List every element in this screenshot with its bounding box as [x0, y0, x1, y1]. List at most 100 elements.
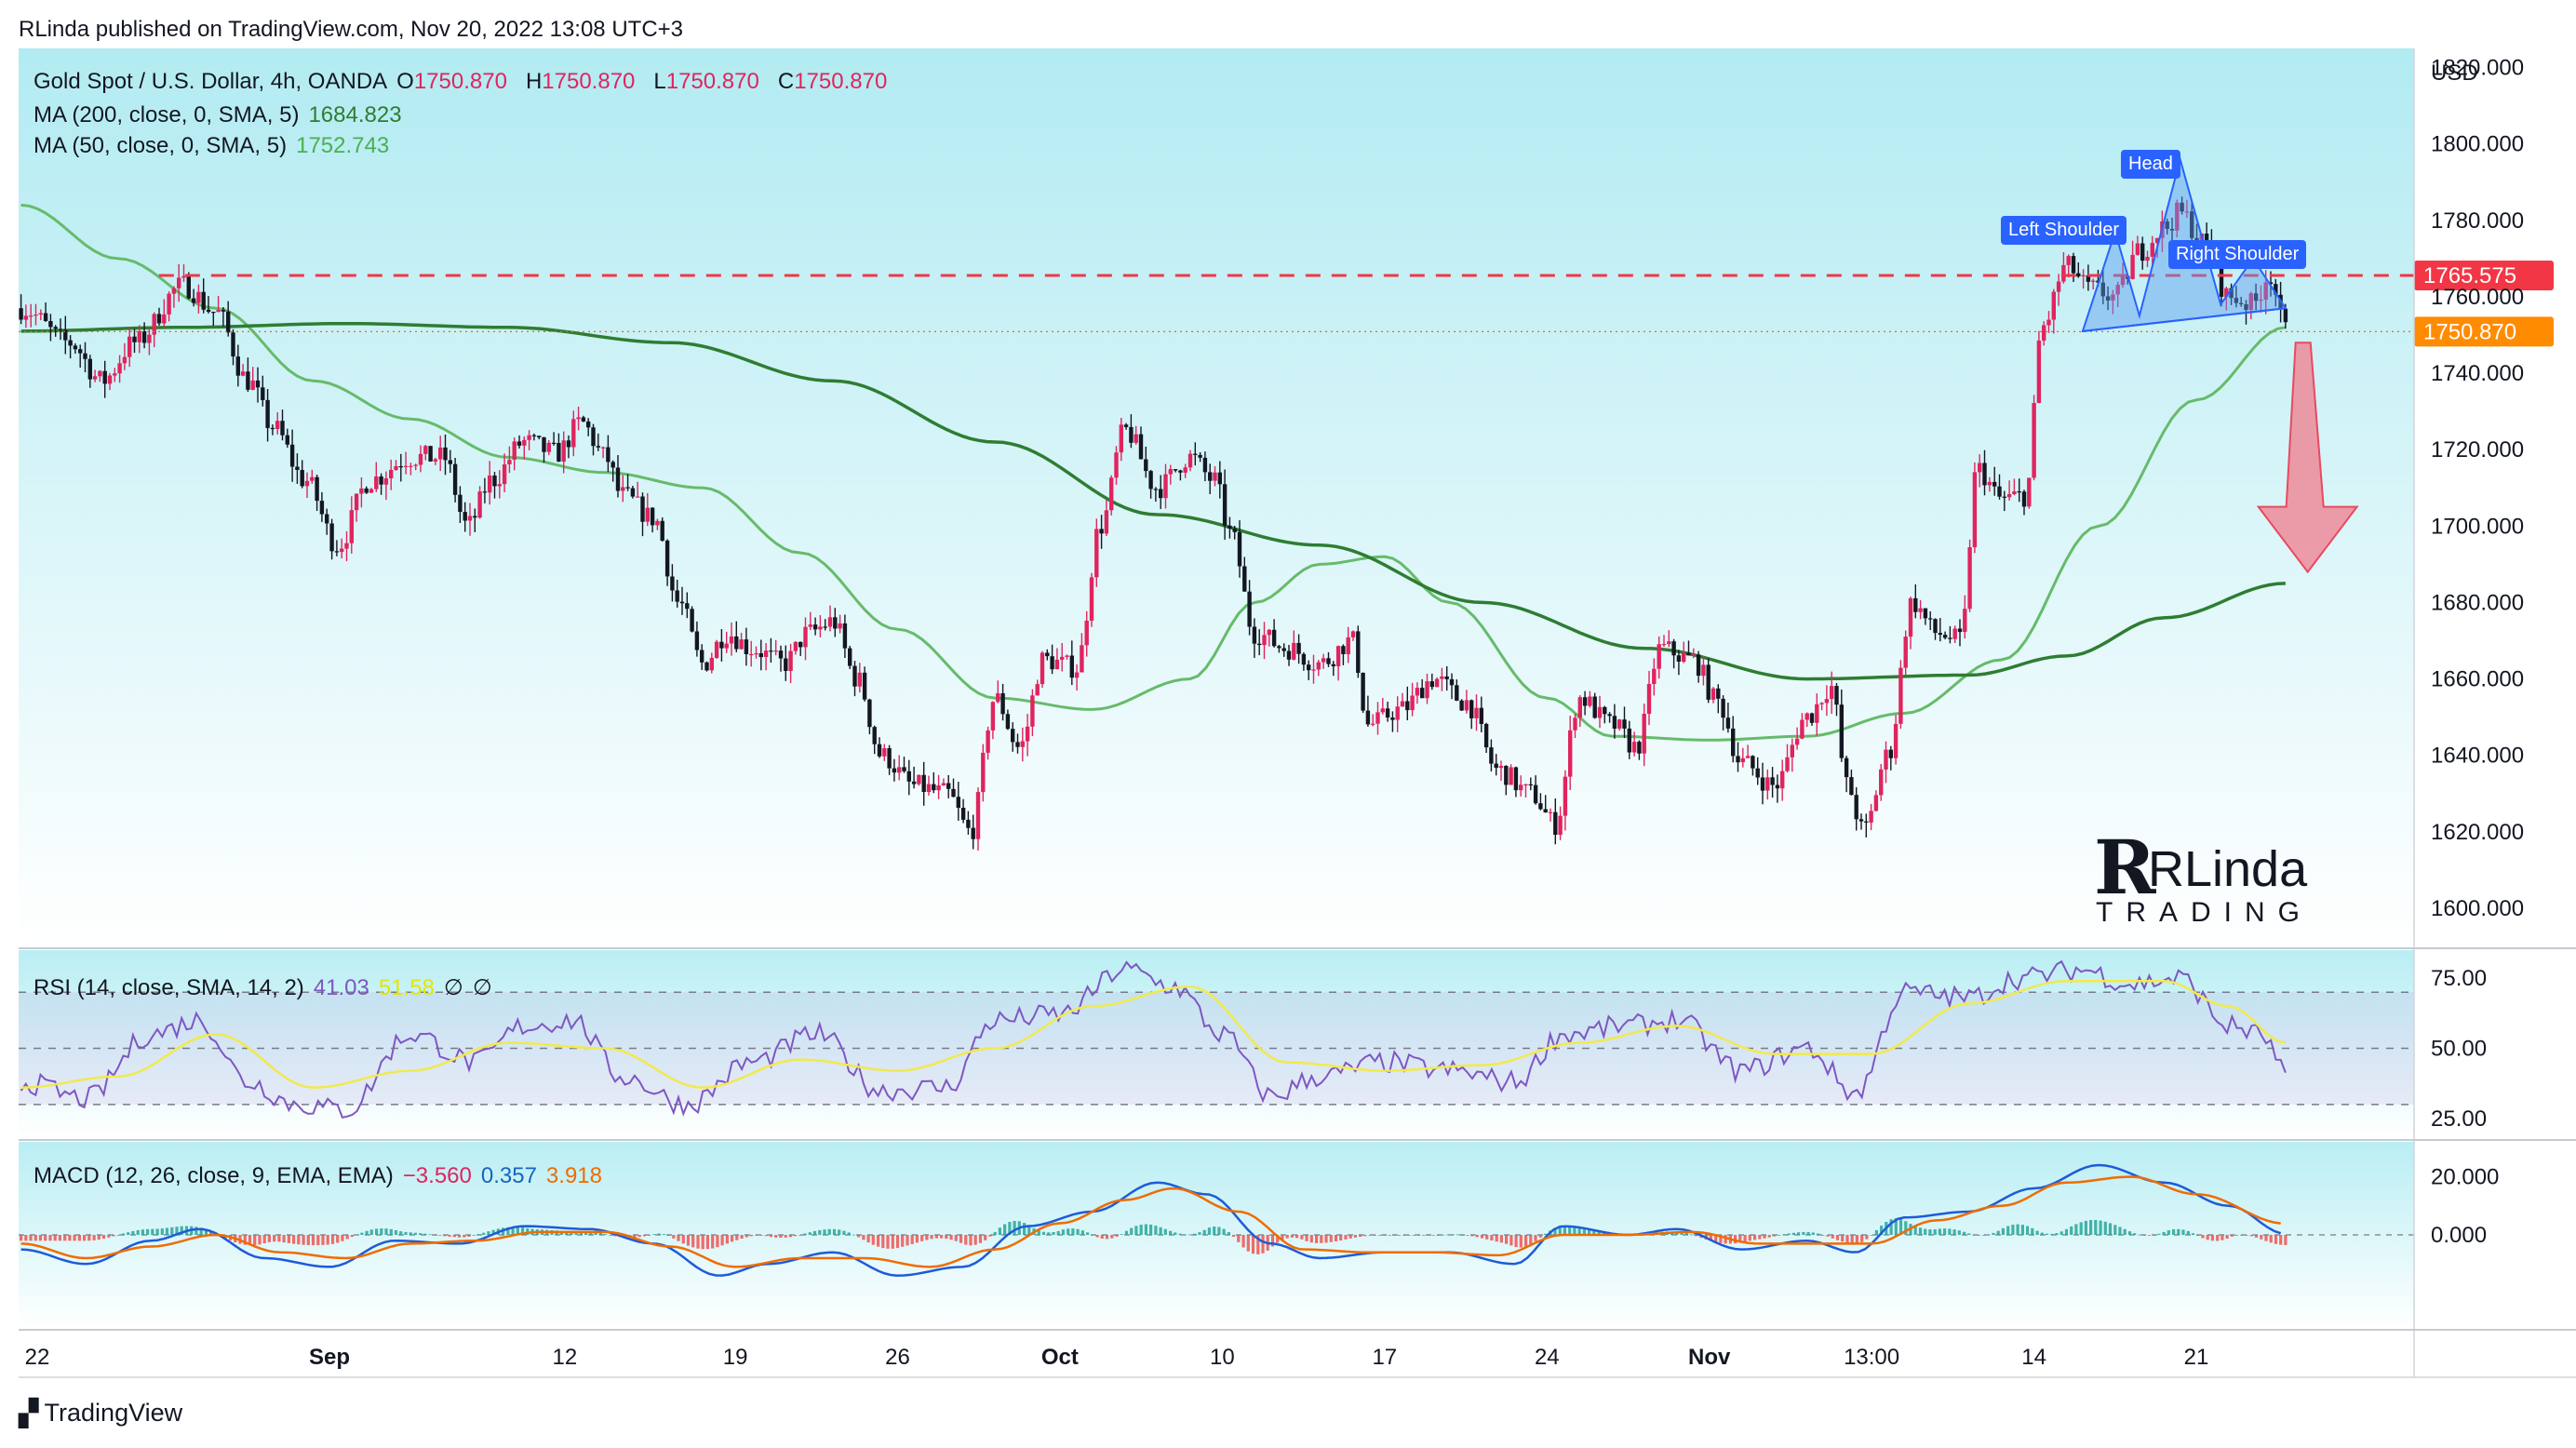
macd-histogram-bar [812, 1230, 817, 1235]
macd-histogram-bar [652, 1234, 656, 1235]
candle-body [1281, 648, 1286, 651]
macd-histogram-bar [1139, 1225, 1143, 1235]
macd-histogram-bar [53, 1235, 57, 1241]
macd-histogram-bar [686, 1235, 691, 1246]
ma50-line [20, 203, 2287, 742]
currency-label: USD [2431, 60, 2478, 86]
candle-body [1854, 795, 1858, 820]
head-label[interactable]: Head [2121, 150, 2180, 179]
candle-body [1711, 688, 1716, 700]
candle-body [1429, 681, 1434, 688]
macd-histogram-bar [1309, 1235, 1313, 1243]
macd-histogram-bar [877, 1235, 880, 1247]
macd-histogram-bar [1446, 1234, 1450, 1236]
candle-body [1667, 641, 1671, 645]
macd-histogram-bar [146, 1228, 150, 1235]
macd-histogram-bar [1577, 1227, 1581, 1235]
macd-histogram-bar [292, 1235, 296, 1244]
candle-body [463, 512, 467, 521]
macd-histogram-bar [1524, 1235, 1528, 1247]
candle-body [354, 493, 359, 511]
macd-histogram-bar [2279, 1235, 2283, 1245]
rsi-extra-2: ∅ [472, 975, 492, 1000]
macd-histogram-bar [1130, 1227, 1134, 1235]
macd-histogram-bar [2181, 1229, 2185, 1235]
macd-histogram-bar [1782, 1234, 1786, 1236]
macd-histogram-bar [463, 1235, 466, 1238]
rsi-tick-label: 25.00 [2431, 1106, 2487, 1132]
candle-body [1365, 710, 1371, 725]
macd-histogram-bar [1329, 1235, 1333, 1242]
candle-body [1361, 673, 1365, 711]
macd-histogram-bar [1174, 1232, 1177, 1235]
rsi-legend[interactable]: RSI (14, close, SMA, 14, 2) 41.03 51.58 ∅ ∅ [34, 974, 502, 1001]
right-shoulder-label[interactable]: Right Shoulder [2168, 240, 2307, 269]
candle-body [1400, 701, 1405, 707]
candle-body [1380, 708, 1385, 713]
macd-histogram-bar [808, 1232, 812, 1235]
macd-histogram-bar [360, 1232, 364, 1235]
macd-histogram-bar [940, 1235, 944, 1239]
macd-histogram-bar [745, 1235, 748, 1238]
candle-body [960, 808, 966, 820]
macd-histogram-bar [2167, 1230, 2170, 1235]
time-tick-label: 22 [25, 1345, 50, 1370]
candle-body [734, 636, 739, 650]
macd-histogram-bar [1416, 1235, 1421, 1236]
macd-histogram-bar [1928, 1229, 1932, 1235]
macd-legend[interactable]: MACD (12, 26, close, 9, EMA, EMA) −3.560 0… [34, 1163, 611, 1189]
candle-body [2002, 496, 2006, 498]
candle-body [557, 443, 561, 463]
macd-histogram-bar [1436, 1235, 1440, 1236]
candle-body [23, 315, 29, 320]
resistance-price-tag [2414, 261, 2554, 291]
candle-body [763, 650, 769, 657]
candle-body [497, 484, 502, 487]
candle-body [2219, 260, 2224, 297]
macd-histogram-bar [681, 1235, 685, 1244]
candle-body [1657, 644, 1661, 669]
candle-body [1646, 684, 1652, 714]
candle-body [2130, 254, 2135, 279]
candle-body [270, 427, 275, 430]
candle-body [867, 699, 872, 728]
ma200-legend[interactable]: MA (200, close, 0, SMA, 5) 1684.823 [34, 102, 411, 128]
macd-histogram-bar [711, 1235, 715, 1249]
candle-body [1045, 652, 1050, 657]
macd-histogram-bar [574, 1231, 578, 1235]
macd-histogram-bar [1480, 1235, 1484, 1239]
main-legend[interactable]: Gold Spot / U.S. Dollar, 4h, OANDA O1750.… [34, 69, 915, 95]
candle-body [2263, 282, 2268, 300]
candle-body [87, 358, 92, 380]
candle-body [1242, 566, 1247, 592]
candle-body [359, 488, 364, 494]
time-tick-label: 26 [885, 1345, 910, 1370]
ma50-legend[interactable]: MA (50, close, 0, SMA, 5) 1752.743 [34, 133, 398, 159]
left-shoulder-label[interactable]: Left Shoulder [2001, 216, 2127, 245]
candle-body [769, 650, 773, 652]
macd-histogram-bar [1270, 1235, 1275, 1247]
candle-body [1311, 669, 1316, 671]
tradingview-footer[interactable]: ▞ TradingView [19, 1398, 182, 1428]
macd-histogram-bar [1427, 1235, 1430, 1236]
candle-body [694, 631, 700, 650]
macd-histogram-bar [735, 1235, 739, 1240]
macd-histogram-bar [1588, 1228, 1591, 1235]
macd-histogram-bar [423, 1233, 427, 1235]
macd-histogram-bar [2026, 1226, 2030, 1235]
candle-body [1706, 664, 1711, 700]
candle-body [921, 774, 926, 792]
candle-body [1163, 474, 1168, 499]
macd-histogram-bar [63, 1235, 67, 1241]
candle-body [137, 330, 141, 342]
macd-histogram-bar [832, 1228, 837, 1235]
candle-body [2046, 319, 2051, 326]
candle-body [719, 641, 724, 649]
symbol-title[interactable]: Gold Spot / U.S. Dollar, 4h, OANDA [34, 69, 388, 94]
macd-histogram-bar [1334, 1235, 1338, 1241]
candle-body [803, 626, 808, 648]
macd-histogram-bar [2220, 1235, 2224, 1240]
price-tick-label: 1640.000 [2431, 744, 2524, 769]
macd-histogram-bar [1149, 1224, 1153, 1235]
